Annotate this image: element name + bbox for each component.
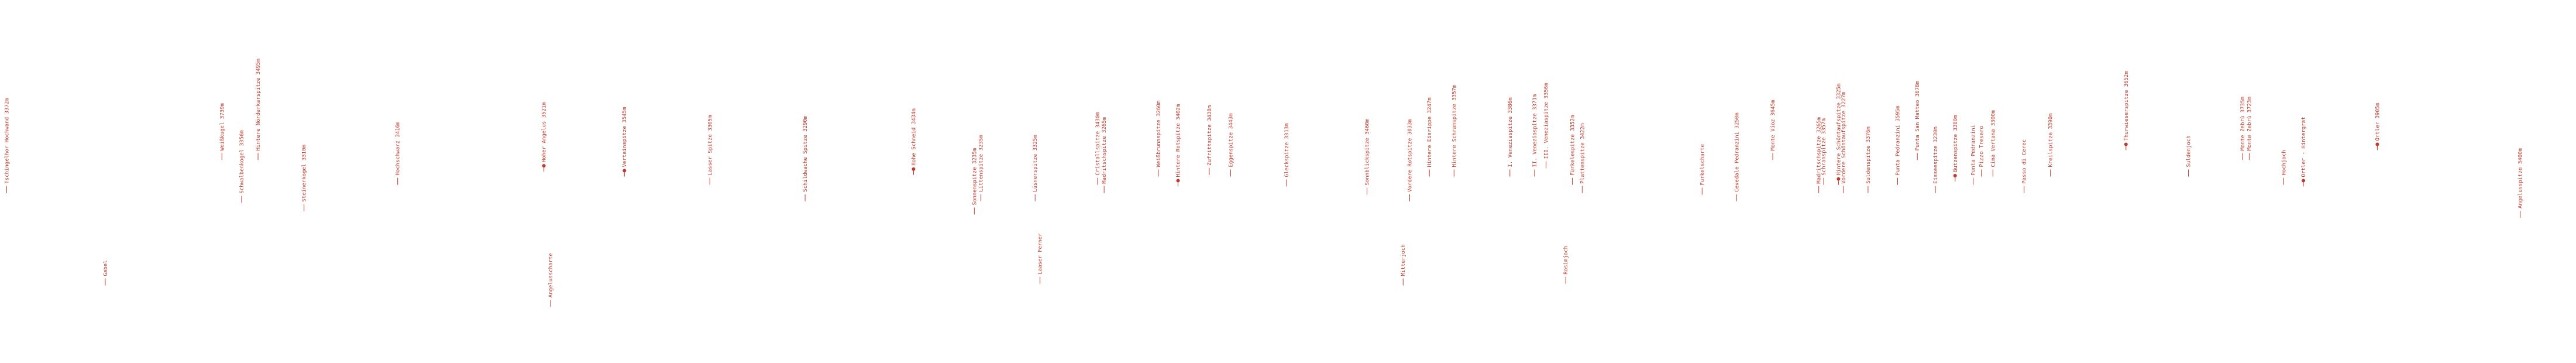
peak-label: Sonnenspitze 3235m xyxy=(972,148,978,206)
peak-label: Hohe Schneid 3434m xyxy=(911,108,917,166)
peak-label: Vertainspitze 3545m xyxy=(622,107,628,167)
peak-label: Thurwieserspitze 3652m xyxy=(2124,71,2130,141)
peak-label: Monte Zebrù 3735m xyxy=(2240,97,2246,150)
peak-label: Hochjoch xyxy=(2281,150,2287,175)
peak-label: Plattenspitze 3422m xyxy=(1580,124,1586,184)
peak-label: Rosimjoch xyxy=(1563,246,1569,275)
peak-label: Butzenspitze 3300m xyxy=(1953,115,1959,172)
peak-label: Schildwache Spitze 3290m xyxy=(803,116,809,192)
peak-label: Gleckspitze 3313m xyxy=(1284,123,1290,177)
peak-label: Hintere Schranspitze 3357m xyxy=(1452,85,1457,167)
peak-marker xyxy=(912,167,916,171)
peak-label: Schranspitze 3357m xyxy=(1821,118,1827,176)
peak-label: Ortler 3905m xyxy=(2375,102,2381,141)
peak-label: Passo di Cerec xyxy=(2022,139,2028,184)
peak-label: Kreilspitze 3390m xyxy=(2048,113,2054,167)
peak-label: Punta San Matteo 3678m xyxy=(1915,81,1921,150)
peak-label: Pizzo Tresero xyxy=(1979,126,1985,167)
peak-label: Hintere Rotspitze 3402m xyxy=(1176,104,1182,177)
peak-label: Lüsnerspitze 3325m xyxy=(1033,135,1038,192)
peak-label: Cevedale Pedranzini 3250m xyxy=(1734,112,1740,191)
peak-marker xyxy=(622,169,627,173)
peak-marker xyxy=(542,164,546,168)
peak-label: Hintere Nörderkarspitze 3495m xyxy=(256,59,262,150)
peak-label: I. Veneziaspitze 3386m xyxy=(1508,97,1514,167)
peak-label: Lasser Spitze 3305m xyxy=(707,115,713,176)
peak-label: Hochschwarz 3416m xyxy=(395,122,401,176)
peak-label: Punta Pedranzini 3595m xyxy=(1895,105,1901,175)
peak-label: Gabel xyxy=(103,260,109,276)
peak-label: Laaser Ferner xyxy=(1038,233,1044,275)
peak-label: Schwalbenkogel 3356m xyxy=(239,130,245,193)
peak-label: Sonnblickspitze 3460m xyxy=(1364,119,1370,186)
peak-label: Madritschspitze 3265m xyxy=(1817,117,1822,184)
peak-label: Angelusscharte xyxy=(548,253,554,297)
peak-label: Weißkugel 3739m xyxy=(219,103,225,150)
peak-label: Eisseespitze 3230m xyxy=(1933,126,1939,184)
peak-label: Littenspitze 3235m xyxy=(979,135,985,192)
peak-label: Ortler - Hintergrat xyxy=(2301,117,2307,177)
peak-label: Mitterjoch xyxy=(1401,244,1406,276)
peak-marker xyxy=(2124,142,2128,146)
peak-label: Suldenjoch xyxy=(2186,135,2192,167)
peak-label: Vordere Rotspitze 3033m xyxy=(1407,119,1413,192)
peak-label: Eggenspitze 3443m xyxy=(1228,113,1234,167)
peak-label: Steinerkogel 3310m xyxy=(302,145,308,202)
peak-label: Hintere Schöntaufspitze 3325m xyxy=(1836,83,1842,175)
peak-label: Hintere Eisrippe 3247m xyxy=(1427,97,1433,167)
peak-marker xyxy=(1176,179,1180,183)
peak-label: Fürkelespitze 3352m xyxy=(1570,115,1576,176)
peak-label: Vordere Schöntaufspitze 3227m xyxy=(1841,92,1847,184)
peak-label: Weißbrunnspitze 3260m xyxy=(1156,101,1162,167)
peak-label: Cristallspitze 3430m xyxy=(1095,112,1101,175)
peak-marker xyxy=(1836,177,1841,181)
peak-label: Angelusspitze 3400m xyxy=(2518,148,2524,208)
peak-label: Monte Vioz 3645m xyxy=(1770,100,1776,151)
peak-marker xyxy=(2375,142,2379,146)
peak-label: Suldenspitze 3376m xyxy=(1866,126,1872,184)
peak-label: Furkelscharte xyxy=(1700,144,1705,185)
peak-label: Zufrittspitze 3438m xyxy=(1207,105,1213,166)
peak-label: Tschingelhor Hochwand 3372m xyxy=(4,98,10,183)
peak-label: Madritschspitze 3265m xyxy=(1102,117,1108,184)
peak-label: Monte Zebrù 3723m xyxy=(2247,97,2252,150)
peak-label: Punta Pedranzini xyxy=(1971,125,1977,176)
peak-marker xyxy=(2302,179,2306,183)
peak-label: Hoher Angelus 3521m xyxy=(542,102,548,162)
peak-label: II. Veneziaspitze 3371m xyxy=(1532,94,1538,167)
peak-label: Cima Vertana 3300m xyxy=(1990,110,1996,167)
peak-label: III. Veneziaspitze 3356m xyxy=(1544,83,1550,159)
peak-marker xyxy=(1953,174,1957,177)
